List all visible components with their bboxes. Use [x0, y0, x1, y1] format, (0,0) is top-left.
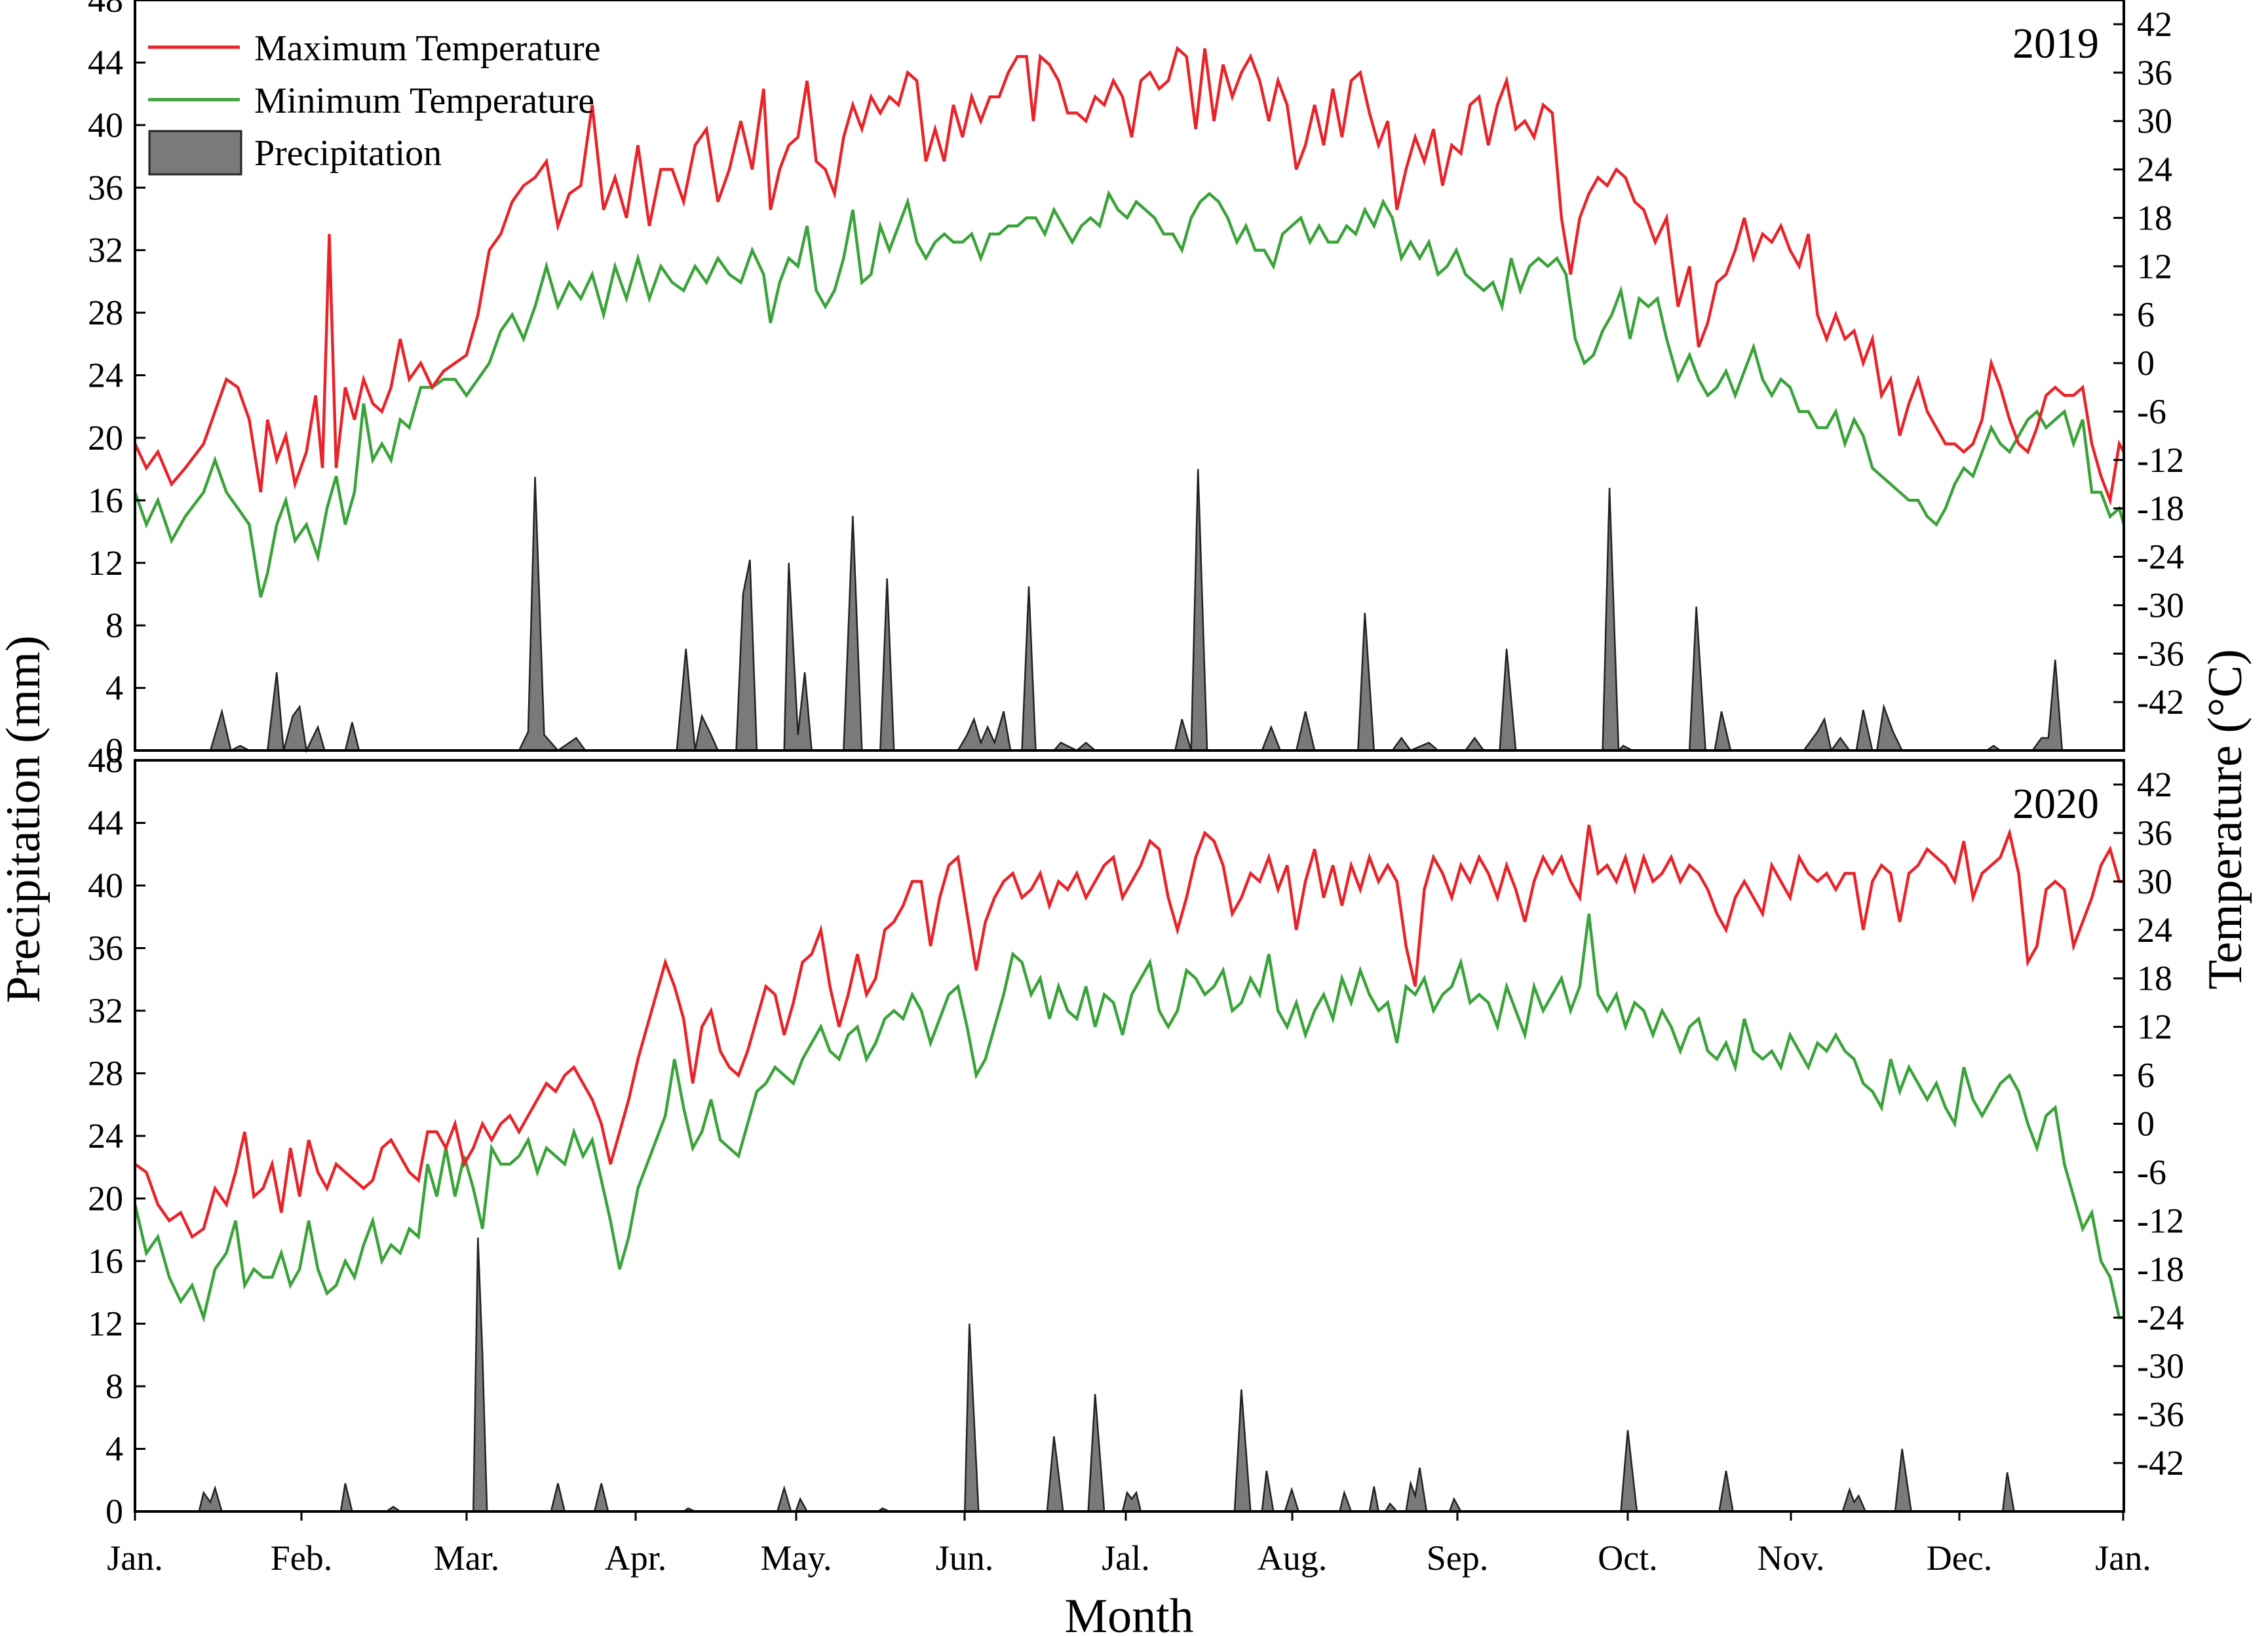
temperature-axis-2019: -42 -36 -30 -24 -18 -12 -6 0 6 12 18 24 30 36 42	[2113, 5, 2184, 722]
legend-min-label: Minimum Temperature	[254, 81, 594, 121]
precip-tick-label: 20	[88, 1179, 123, 1218]
temperature-tick-label: 36	[2137, 53, 2172, 92]
precipitation-area-2019	[135, 469, 2124, 754]
precip-tick-label: 48	[88, 741, 123, 780]
temperature-tick-label: -12	[2137, 440, 2184, 480]
month-tick-label: Jan.	[2095, 1538, 2151, 1578]
precipitation-area-2020	[135, 1237, 2124, 1513]
year-label-2019: 2019	[2012, 20, 2099, 68]
precip-tick-label: 44	[88, 43, 123, 82]
precip-tick-label: 24	[88, 1116, 123, 1156]
temperature-tick-label: 0	[2137, 343, 2155, 383]
legend: Maximum Temperature Minimum Temperature …	[148, 28, 600, 176]
precip-tick-label: 32	[88, 231, 123, 270]
x-axis-title: Month	[1064, 1589, 1193, 1636]
temperature-tick-label: -30	[2137, 1346, 2184, 1386]
precip-tick-label: 16	[88, 480, 123, 520]
temperature-tick-label: -42	[2137, 1443, 2184, 1483]
month-tick-label: Apr.	[605, 1538, 667, 1578]
temperature-tick-label: -36	[2137, 634, 2184, 673]
temperature-tick-label: -18	[2137, 489, 2184, 528]
legend-max-label: Maximum Temperature	[254, 28, 600, 69]
month-axis: Jan. Feb. Mar. Apr. May. Jun. Jal. Aug. Sep. Oct.…	[107, 1511, 2151, 1578]
precip-tick-label: 40	[88, 106, 123, 145]
temperature-tick-label: -42	[2137, 682, 2184, 722]
min-temp-line-2020	[133, 913, 2124, 1323]
precip-tick-label: 24	[88, 356, 123, 395]
precip-tick-label: 20	[88, 418, 123, 458]
temperature-tick-label: -18	[2137, 1249, 2184, 1289]
temperature-tick-label: 12	[2137, 246, 2172, 286]
temperature-tick-label: 18	[2137, 198, 2172, 237]
temperature-tick-label: 24	[2137, 910, 2172, 950]
precip-tick-label: 40	[88, 866, 123, 905]
precip-tick-label: 32	[88, 991, 123, 1030]
temperature-tick-label: 30	[2137, 862, 2172, 901]
temperature-axis-2020: -42 -36 -30 -24 -18 -12 -6 0 6 12 18 24 30 36 42	[2113, 765, 2184, 1483]
month-tick-label: Aug.	[1258, 1538, 1328, 1578]
month-tick-label: Jan.	[107, 1538, 163, 1578]
month-tick-label: Nov.	[1758, 1538, 1825, 1578]
temperature-tick-label: -30	[2137, 585, 2184, 625]
precip-tick-label: 48	[88, 0, 123, 20]
precip-tick-label: 4	[106, 1430, 123, 1469]
month-tick-label: Jun.	[936, 1538, 994, 1578]
legend-precip-label: Precipitation	[254, 133, 442, 174]
max-temp-line-2020	[134, 825, 2124, 1239]
year-label-2020: 2020	[2012, 780, 2099, 828]
temperature-tick-label: 24	[2137, 150, 2172, 189]
precip-tick-label: 8	[106, 1367, 123, 1406]
precip-tick-label: 4	[106, 669, 123, 708]
precip-tick-label: 0	[106, 731, 123, 770]
temperature-tick-label: 42	[2137, 5, 2172, 44]
precip-tick-label: 12	[88, 1304, 123, 1344]
temperature-tick-label: 36	[2137, 813, 2172, 853]
temperature-tick-label: -6	[2137, 392, 2166, 431]
month-tick-label: Sep.	[1427, 1538, 1489, 1578]
temperature-tick-label: 42	[2137, 765, 2172, 804]
temperature-tick-label: 0	[2137, 1104, 2155, 1144]
month-tick-label: May.	[761, 1538, 832, 1578]
y-axis-left-title: Precipitation (mm)	[0, 635, 50, 1003]
legend-precip-swatch	[148, 130, 242, 176]
temperature-tick-label: 6	[2137, 1056, 2155, 1095]
max-temp-line-2019	[133, 45, 2125, 506]
temperature-tick-label: 30	[2137, 102, 2172, 141]
temperature-tick-label: -36	[2137, 1395, 2184, 1434]
temperature-tick-label: -12	[2137, 1201, 2184, 1240]
temperature-tick-label: 18	[2137, 959, 2172, 998]
month-tick-label: Jal.	[1102, 1538, 1150, 1578]
temperature-tick-label: 12	[2137, 1007, 2172, 1047]
temperature-tick-label: -24	[2137, 1298, 2184, 1337]
precip-tick-label: 8	[106, 606, 123, 645]
precip-tick-label: 28	[88, 293, 123, 332]
precip-area-shape	[135, 1237, 2124, 1513]
temperature-tick-label: 6	[2137, 295, 2155, 334]
min-temp-line-2019	[133, 189, 2126, 598]
month-tick-label: Feb.	[271, 1538, 333, 1578]
precip-tick-label: 0	[106, 1492, 123, 1531]
month-tick-label: Oct.	[1598, 1538, 1657, 1578]
month-tick-label: Dec.	[1927, 1538, 1992, 1578]
precip-tick-label: 36	[88, 168, 123, 207]
precip-tick-label: 12	[88, 543, 123, 583]
month-tick-label: Mar.	[434, 1538, 500, 1578]
precip-tick-label: 28	[88, 1054, 123, 1093]
y-axis-right-title: Temperature (°C)	[2199, 649, 2252, 990]
precip-tick-label: 16	[88, 1241, 123, 1281]
precip-tick-label: 44	[88, 804, 123, 843]
precip-tick-label: 36	[88, 929, 123, 968]
temperature-tick-label: -6	[2137, 1152, 2166, 1192]
precip-area-shape	[135, 469, 2124, 754]
temperature-tick-label: -24	[2137, 537, 2184, 577]
